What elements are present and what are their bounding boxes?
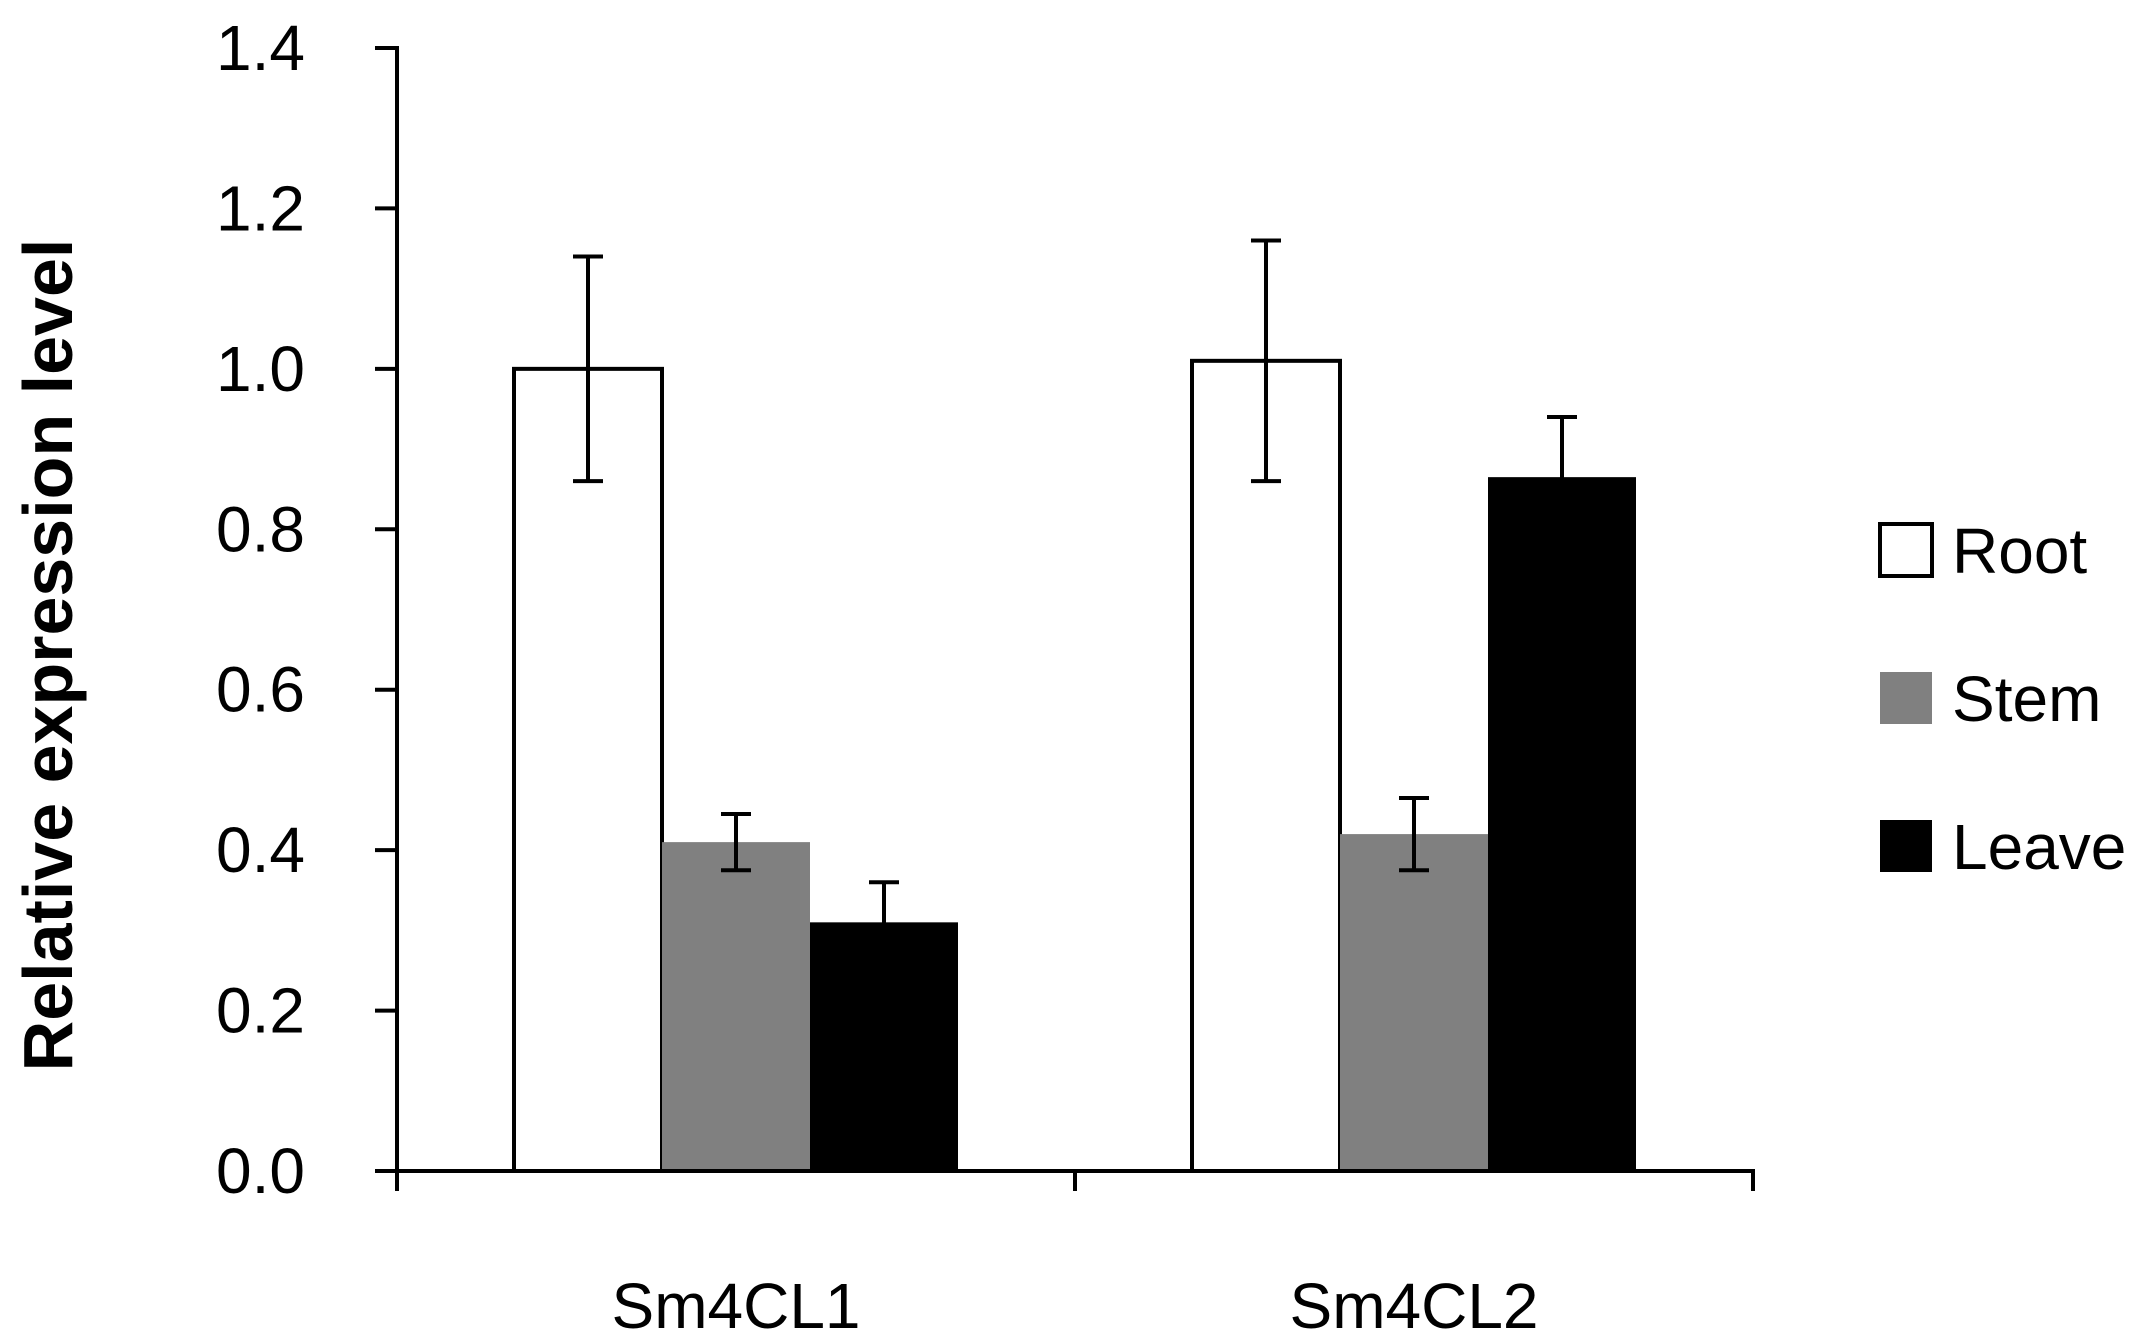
y-tick-label: 0.4 (216, 814, 305, 886)
bar-stem-sm4cl1 (662, 842, 810, 1171)
bar-stem-sm4cl2 (1340, 834, 1488, 1171)
y-tick-label: 1.0 (216, 333, 305, 405)
error-bars-group (573, 238, 1577, 965)
bar-root-sm4cl1 (512, 366, 664, 1174)
y-tick-label: 0.8 (216, 493, 305, 565)
x-tick-label: Sm4CL1 (612, 1270, 861, 1342)
legend-label-stem: Stem (1952, 663, 2101, 735)
legend-swatch-root (1878, 522, 1934, 578)
bar-root-sm4cl2 (1190, 358, 1342, 1174)
bars-group (512, 358, 1636, 1174)
y-tick-label: 0.6 (216, 654, 305, 726)
y-ticks-group: 0.0 0.2 0.4 0.6 0.8 1.0 1.2 1.4 (216, 12, 397, 1207)
y-tick-label: 0.2 (216, 975, 305, 1047)
bar-leave-sm4cl2 (1488, 477, 1636, 1171)
legend: Root Stem Leave (1878, 515, 2126, 883)
legend-swatch-stem (1880, 672, 1932, 724)
x-labels-group: Sm4CL1 Sm4CL2 (612, 1270, 1539, 1342)
legend-label-root: Root (1952, 515, 2087, 587)
y-tick-label: 1.4 (216, 12, 305, 84)
y-tick-label: 1.2 (216, 172, 305, 244)
legend-label-leave: Leave (1952, 811, 2126, 883)
y-axis-label: Relative expression level (9, 239, 87, 1072)
axes-group (395, 46, 1755, 1191)
x-tick-label: Sm4CL2 (1290, 1270, 1539, 1342)
legend-swatch-leave (1880, 820, 1932, 872)
y-tick-label: 0.0 (216, 1135, 305, 1207)
